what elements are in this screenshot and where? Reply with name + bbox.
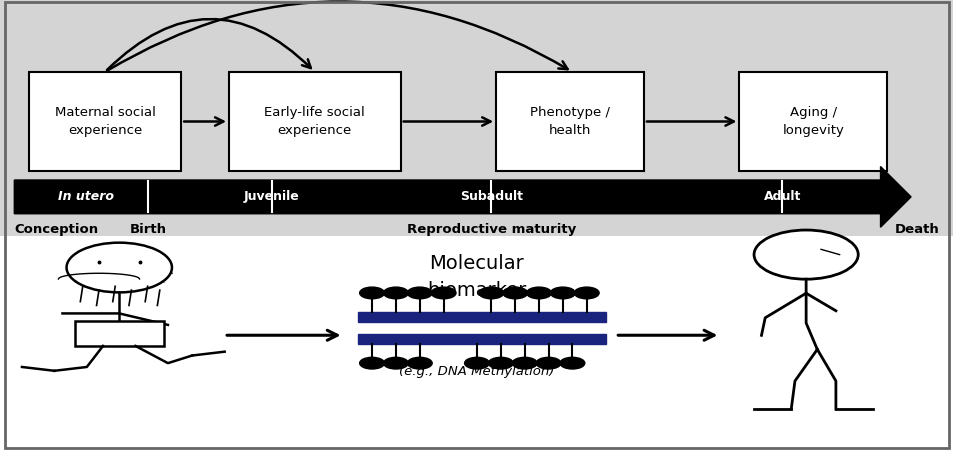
Bar (357, 334, 605, 344)
Circle shape (559, 357, 584, 369)
Circle shape (383, 287, 408, 299)
Circle shape (407, 357, 432, 369)
Text: Phenotype /
health: Phenotype / health (530, 106, 609, 137)
Circle shape (464, 357, 489, 369)
Circle shape (431, 287, 456, 299)
Text: Reproductive maturity: Reproductive maturity (406, 223, 576, 236)
Text: In utero: In utero (58, 190, 113, 203)
Circle shape (512, 357, 537, 369)
Circle shape (478, 287, 503, 299)
Circle shape (753, 230, 858, 279)
Bar (74, 321, 164, 346)
Circle shape (139, 267, 172, 283)
Text: Birth: Birth (130, 223, 166, 236)
FancyBboxPatch shape (29, 72, 181, 171)
FancyArrow shape (14, 166, 910, 227)
Circle shape (359, 357, 384, 369)
Text: Early-life social
experience: Early-life social experience (264, 106, 365, 137)
Text: (e.g., DNA Methylation): (e.g., DNA Methylation) (399, 365, 554, 378)
Circle shape (383, 357, 408, 369)
Circle shape (502, 287, 527, 299)
Circle shape (574, 287, 598, 299)
Bar (0, 236, 953, 450)
Text: Death: Death (894, 223, 939, 236)
Circle shape (526, 287, 551, 299)
FancyBboxPatch shape (739, 72, 886, 171)
FancyBboxPatch shape (229, 72, 400, 171)
Circle shape (536, 357, 560, 369)
FancyBboxPatch shape (496, 72, 643, 171)
Text: Molecular
biomarker: Molecular biomarker (427, 254, 526, 300)
Circle shape (407, 287, 432, 299)
Circle shape (359, 287, 384, 299)
Circle shape (550, 287, 575, 299)
Circle shape (69, 266, 105, 283)
Circle shape (67, 243, 172, 292)
Text: Adult: Adult (762, 190, 801, 203)
Bar (67, 274, 172, 281)
Text: Conception: Conception (14, 223, 98, 236)
Circle shape (114, 260, 156, 280)
Text: Subadult: Subadult (459, 190, 522, 203)
Bar (357, 312, 605, 322)
Text: Juvenile: Juvenile (244, 190, 299, 203)
Circle shape (488, 357, 513, 369)
Circle shape (83, 257, 132, 280)
Text: Aging /
longevity: Aging / longevity (781, 106, 843, 137)
Text: Maternal social
experience: Maternal social experience (54, 106, 155, 137)
